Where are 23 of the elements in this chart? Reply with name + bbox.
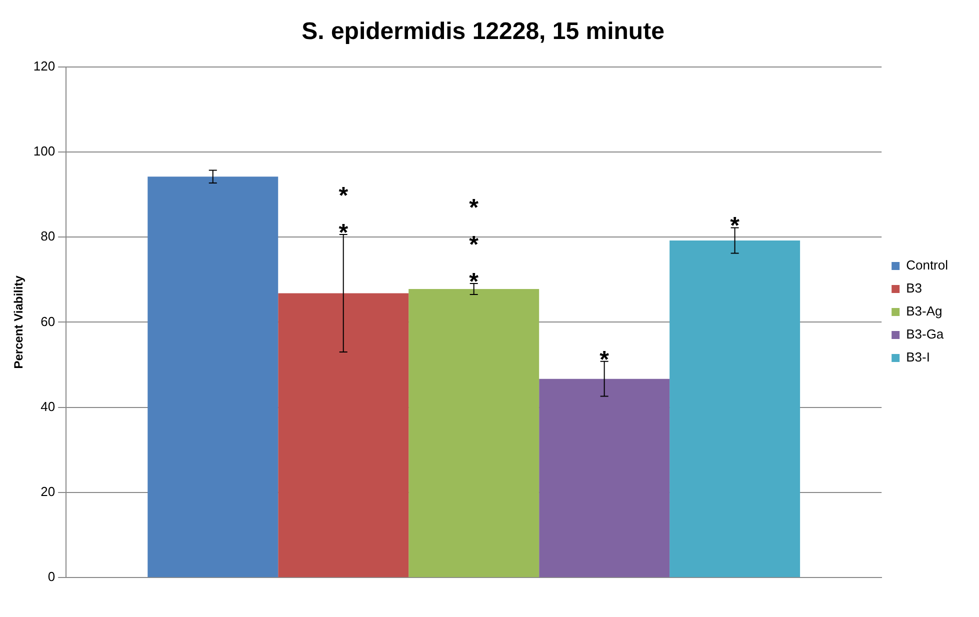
- y-tick-label: 40: [40, 398, 56, 414]
- y-tick-label: 80: [40, 228, 56, 244]
- y-axis-title: Percent Viability: [12, 275, 26, 369]
- annotation: * **: [469, 194, 480, 296]
- bar: [148, 176, 278, 578]
- bar: [278, 293, 409, 578]
- y-tick-label: 0: [48, 569, 56, 584]
- legend-label: B3: [906, 280, 922, 296]
- bar: [408, 289, 540, 578]
- legend-label: B3-Ga: [906, 326, 944, 342]
- bar: [670, 240, 800, 578]
- annotation: **: [338, 182, 349, 247]
- bar: [539, 378, 670, 578]
- legend-label: Control: [906, 258, 948, 273]
- annotation: *: [730, 212, 740, 240]
- chart-title: S. epidermidis 12228, 15 minute: [302, 18, 664, 46]
- y-tick-label: 100: [33, 144, 56, 159]
- annotation: *: [600, 346, 610, 374]
- y-tick-label: 60: [40, 314, 56, 329]
- y-tick-label: 20: [40, 484, 56, 500]
- y-tick-label: 120: [33, 58, 56, 74]
- legend-label: B3-Ag: [906, 304, 942, 319]
- legend-label: B3-I: [906, 350, 930, 365]
